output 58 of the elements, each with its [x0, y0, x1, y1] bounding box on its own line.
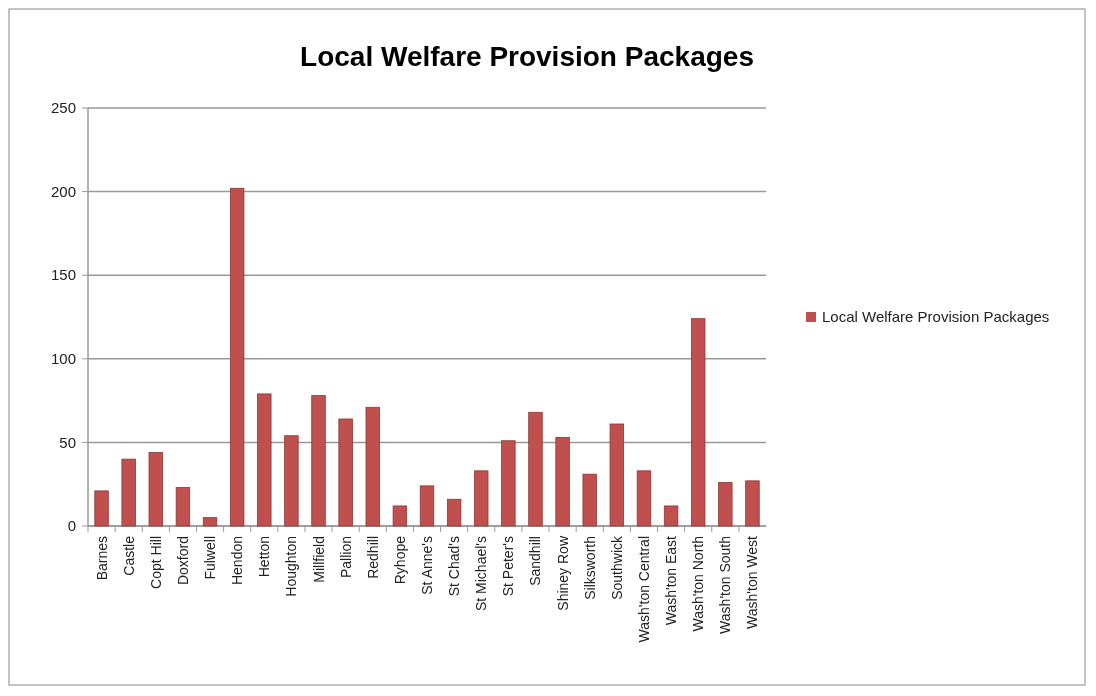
x-tick-label: St Anne's — [419, 536, 435, 595]
bar — [284, 435, 299, 527]
bar — [229, 187, 245, 527]
y-tick-label: 150 — [50, 266, 76, 284]
y-tick-label: 200 — [50, 182, 76, 200]
bar — [555, 436, 570, 527]
legend-label: Local Welfare Provision Packages — [822, 308, 1050, 326]
x-tick-label: Pallion — [337, 536, 354, 579]
bar — [745, 480, 760, 527]
x-tick-label: Southwick — [608, 535, 625, 600]
bar — [582, 473, 597, 527]
chart-title: Local Welfare Provision Packages — [300, 41, 754, 72]
bar — [121, 458, 136, 527]
x-tick-label: Wash'ton South — [717, 536, 734, 634]
bar — [338, 418, 353, 527]
x-tick-label: Shiney Row — [554, 535, 571, 611]
x-tick-label: St Michael's — [473, 536, 490, 612]
bar — [148, 452, 163, 527]
x-tick-label: Sandhill — [527, 536, 544, 586]
y-tick-label: 50 — [59, 433, 76, 451]
x-tick-label: Wash'ton North — [690, 536, 707, 632]
y-tick-label: 250 — [50, 99, 76, 117]
bar — [365, 406, 380, 527]
x-tick-label: Fulwell — [202, 536, 219, 580]
y-tick-label: 100 — [50, 350, 76, 368]
bar — [609, 423, 625, 527]
bar — [446, 498, 462, 527]
bar — [311, 395, 326, 527]
x-tick-label: Barnes — [93, 536, 110, 581]
bar — [636, 470, 652, 527]
x-tick-label: Wash'ton East — [663, 535, 680, 626]
x-tick-label: Copt Hill — [147, 536, 164, 589]
x-tick-label: Houghton — [283, 536, 300, 597]
x-tick-label: St Peter's — [500, 536, 517, 597]
x-tick-label: Silksworth — [581, 536, 598, 600]
bar — [94, 490, 109, 527]
x-tick-label: Redhill — [364, 536, 381, 579]
bar — [474, 470, 489, 527]
bar — [501, 440, 516, 527]
bar — [175, 487, 191, 527]
bar — [257, 393, 272, 527]
x-tick-label: Hendon — [229, 536, 246, 586]
x-tick-label: Wash'ton Central — [635, 536, 652, 643]
y-tick-label: 0 — [67, 517, 76, 535]
bar — [691, 318, 706, 527]
bar — [419, 485, 435, 527]
bar — [392, 505, 408, 527]
x-tick-label: Castle — [120, 535, 137, 576]
x-tick-label: St Chad's — [446, 536, 463, 597]
bar — [202, 517, 218, 527]
x-tick-label: Wash'ton West — [744, 535, 761, 629]
x-tick-label: Doxford — [174, 536, 191, 586]
bar — [663, 505, 679, 527]
x-tick-label: Millfield — [310, 536, 327, 583]
x-tick-label: Hetton — [256, 536, 273, 578]
x-tick-label: Ryhope — [391, 535, 408, 585]
bar — [718, 482, 733, 527]
bar — [528, 411, 543, 527]
